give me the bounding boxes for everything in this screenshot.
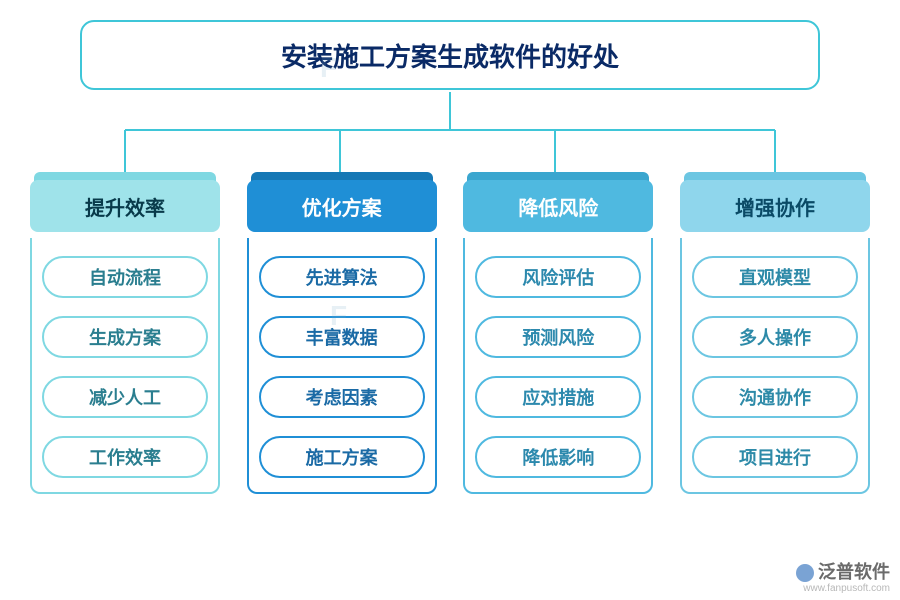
branch: 增强协作直观模型多人操作沟通协作项目进行	[680, 180, 870, 494]
leaf-label: 项目进行	[739, 444, 811, 470]
branch-title: 提升效率	[85, 192, 165, 221]
leaf-label: 直观模型	[739, 264, 811, 290]
leaf-node: 自动流程	[42, 256, 208, 298]
leaf-node: 生成方案	[42, 316, 208, 358]
leaf-label: 风险评估	[522, 264, 594, 290]
leaf-node: 应对措施	[475, 376, 641, 418]
leaf-node: 多人操作	[692, 316, 858, 358]
leaf-label: 丰富数据	[306, 324, 378, 350]
branch-header: 增强协作	[680, 180, 870, 232]
leaf-label: 生成方案	[89, 324, 161, 350]
leaf-label: 减少人工	[89, 384, 161, 410]
leaf-node: 预测风险	[475, 316, 641, 358]
leaf-node: 施工方案	[259, 436, 425, 478]
branch-title: 增强协作	[735, 192, 815, 221]
branch-title: 优化方案	[302, 192, 382, 221]
leaf-node: 减少人工	[42, 376, 208, 418]
leaf-node: 项目进行	[692, 436, 858, 478]
leaf-label: 工作效率	[89, 444, 161, 470]
branch-body: 风险评估预测风险应对措施降低影响	[463, 238, 653, 494]
watermark-sub: www.fanpusoft.com	[796, 583, 890, 594]
leaf-label: 先进算法	[306, 264, 378, 290]
leaf-node: 直观模型	[692, 256, 858, 298]
branch: 提升效率自动流程生成方案减少人工工作效率	[30, 180, 220, 494]
leaf-label: 沟通协作	[739, 384, 811, 410]
root-title: 安装施工方案生成软件的好处	[281, 37, 619, 74]
branch-header: 优化方案	[247, 180, 437, 232]
leaf-node: 风险评估	[475, 256, 641, 298]
leaf-node: 降低影响	[475, 436, 641, 478]
leaf-node: 考虑因素	[259, 376, 425, 418]
leaf-label: 多人操作	[739, 324, 811, 350]
branch-header: 提升效率	[30, 180, 220, 232]
root-node: 安装施工方案生成软件的好处	[80, 20, 820, 90]
branches-row: 提升效率自动流程生成方案减少人工工作效率优化方案先进算法丰富数据考虑因素施工方案…	[30, 180, 870, 494]
branch: 优化方案先进算法丰富数据考虑因素施工方案	[247, 180, 437, 494]
leaf-label: 考虑因素	[306, 384, 378, 410]
leaf-node: 沟通协作	[692, 376, 858, 418]
watermark: 泛普软件 www.fanpusoft.com	[796, 563, 890, 594]
branch-body: 自动流程生成方案减少人工工作效率	[30, 238, 220, 494]
leaf-label: 自动流程	[89, 264, 161, 290]
branch-body: 先进算法丰富数据考虑因素施工方案	[247, 238, 437, 494]
leaf-label: 应对措施	[522, 384, 594, 410]
logo-icon	[796, 564, 814, 582]
branch: 降低风险风险评估预测风险应对措施降低影响	[463, 180, 653, 494]
watermark-main: 泛普软件	[818, 563, 890, 583]
leaf-label: 降低影响	[522, 444, 594, 470]
leaf-node: 丰富数据	[259, 316, 425, 358]
leaf-label: 预测风险	[522, 324, 594, 350]
branch-title: 降低风险	[518, 192, 598, 221]
branch-body: 直观模型多人操作沟通协作项目进行	[680, 238, 870, 494]
leaf-label: 施工方案	[306, 444, 378, 470]
leaf-node: 工作效率	[42, 436, 208, 478]
branch-header: 降低风险	[463, 180, 653, 232]
leaf-node: 先进算法	[259, 256, 425, 298]
